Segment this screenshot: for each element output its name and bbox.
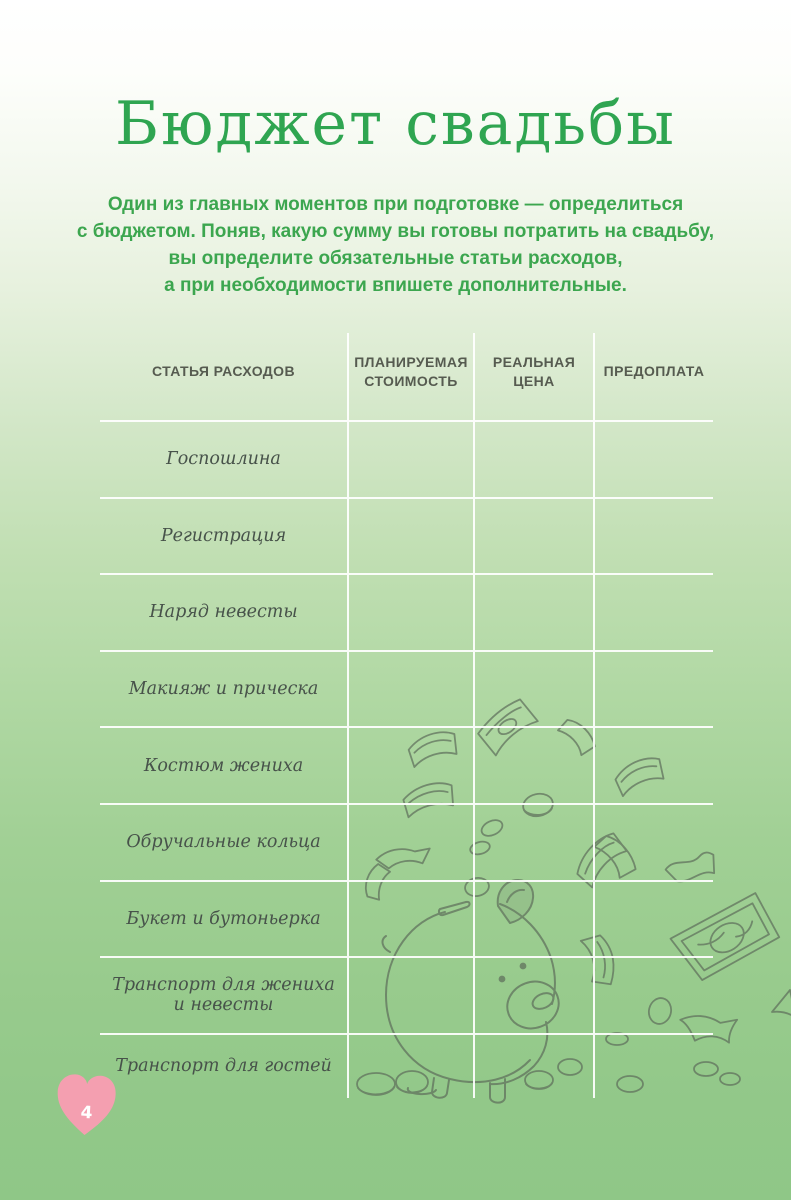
real-price-cell [475, 881, 595, 959]
expense-row-label: Регистрация [100, 498, 349, 576]
banknote-icon [679, 1015, 739, 1044]
prepayment-cell [595, 1035, 713, 1098]
planned-cost-cell [349, 1034, 475, 1098]
banknote-icon [477, 698, 539, 757]
banknote-icon [402, 782, 454, 819]
coin-icon [557, 1058, 583, 1076]
column-header-planned-cost: ПЛАНИРУЕМАЯ СТОИМОСТЬ [349, 333, 475, 422]
banknote-icon [557, 718, 596, 757]
coin-icon [469, 840, 491, 856]
prepayment-cell [595, 499, 713, 576]
planned-cost-cell [349, 881, 475, 959]
expense-row-label: Госпошлина [100, 422, 349, 499]
planned-cost-cell [349, 498, 475, 576]
prepayment-cell [595, 958, 713, 1035]
prepayment-cell [595, 422, 713, 499]
planned-cost-cell [349, 804, 475, 882]
real-price-cell [475, 728, 595, 805]
intro-line: а при необходимости впишете дополнительн… [164, 275, 627, 296]
coin-icon [647, 997, 673, 1025]
real-price-cell [475, 575, 595, 652]
expense-row-label: Обручальные кольца [100, 804, 349, 882]
banknote-icon [579, 934, 615, 986]
planned-cost-cell [349, 958, 475, 1035]
expense-row-label: Костюм жениха [100, 728, 349, 805]
banknote-icon [664, 851, 716, 883]
coin-icon [719, 1072, 741, 1086]
planned-cost-cell [349, 728, 475, 805]
real-price-cell [475, 1034, 595, 1098]
expense-row-label: Наряд невесты [100, 575, 349, 652]
intro-line: вы определите обязательные статьи расход… [168, 248, 623, 269]
planned-cost-cell [349, 651, 475, 729]
coin-icon [522, 792, 554, 818]
banknote-icon [614, 757, 665, 798]
column-header-real-price: РЕАЛЬНАЯ ЦЕНА [475, 333, 595, 422]
coin-icon [464, 876, 490, 898]
column-header-prepayment: ПРЕДОПЛАТА [595, 333, 713, 422]
banknote-icon [407, 731, 458, 768]
column-header-expense-item: СТАТЬЯ РАСХОДОВ [100, 333, 349, 422]
heart-icon [57, 1074, 116, 1135]
expense-row-label: Транспорт для гостей [100, 1034, 349, 1098]
banknote-icon [364, 863, 391, 901]
expense-row-label: Букет и бутоньерка [100, 881, 349, 959]
expense-row-label: Транспорт для жениха и невесты [100, 958, 349, 1035]
coin-icon [356, 1072, 396, 1096]
planned-cost-cell [349, 575, 475, 652]
expense-row-label: Макияж и прическа [100, 651, 349, 729]
page-number: 4 [80, 1103, 93, 1124]
planned-cost-cell [349, 422, 475, 499]
coin-icon [616, 1075, 644, 1093]
real-price-cell [475, 958, 595, 1035]
prepayment-cell [595, 575, 713, 652]
piggy-bank-money-illustration [356, 698, 791, 1104]
banknote-icon [593, 835, 637, 879]
real-price-cell [475, 498, 595, 576]
coin-icon [693, 1061, 719, 1077]
prepayment-cell [595, 652, 713, 729]
real-price-cell [475, 804, 595, 882]
coin-icon [480, 819, 504, 837]
prepayment-cell [595, 882, 713, 959]
banknote-icon [771, 989, 791, 1016]
real-price-cell [475, 651, 595, 729]
budget-table: СТАТЬЯ РАСХОДОВ ПЛАНИРУЕМАЯ СТОИМОСТЬ РЕ… [100, 333, 713, 1098]
intro-paragraph: Один из главных моментов при подготовке … [0, 191, 791, 299]
page-title: Бюджет свадьбы [115, 89, 676, 159]
intro-line: Один из главных моментов при подготовке … [107, 194, 684, 215]
real-price-cell [475, 422, 595, 499]
heart-page-marker: 4 [57, 1074, 116, 1135]
intro-line: с бюджетом. Поняв, какую сумму вы готовы… [76, 221, 715, 242]
prepayment-cell [595, 805, 713, 882]
coin-icon [524, 1070, 554, 1090]
banknote-icon [669, 892, 781, 981]
banknote-icon [375, 847, 431, 870]
prepayment-cell [595, 728, 713, 805]
